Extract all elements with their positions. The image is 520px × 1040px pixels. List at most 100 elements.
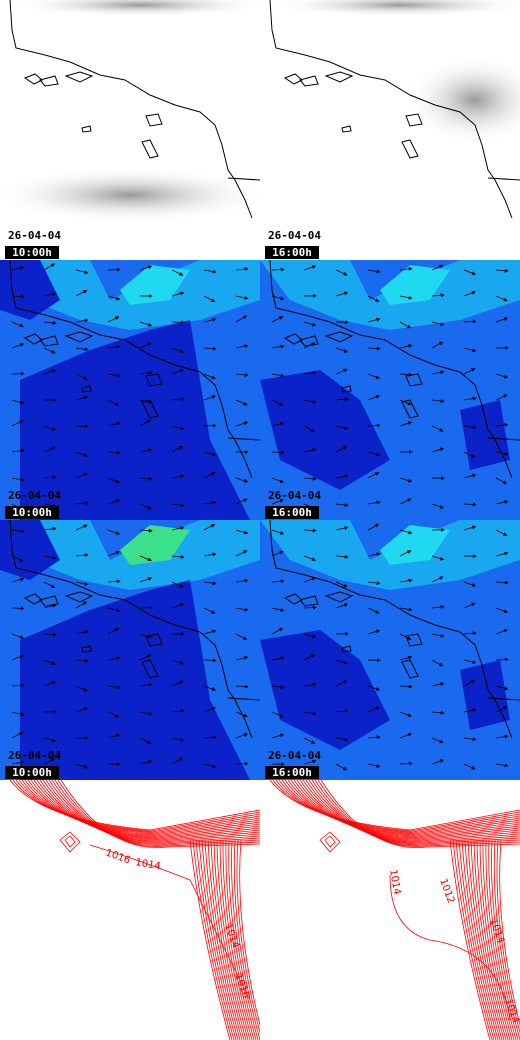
wind-arrow	[171, 581, 184, 588]
wind-arrow	[139, 682, 153, 687]
wind-arrow	[431, 682, 445, 687]
wind-arrow	[203, 472, 216, 479]
wind-arrow	[495, 317, 509, 323]
wind-arrow	[367, 735, 381, 740]
wind-arrow	[107, 579, 121, 584]
wind-arrow	[303, 759, 317, 765]
wind-arrow	[107, 733, 121, 739]
isobar	[216, 839, 249, 1040]
wind-arrow	[463, 451, 476, 458]
isobar	[470, 839, 505, 1040]
wind-arrow	[399, 266, 413, 271]
wind-arrow	[75, 524, 88, 531]
wind-arrow	[235, 498, 248, 505]
isobar	[389, 874, 511, 1021]
wind-arrow	[431, 503, 445, 509]
wind-arrow	[43, 263, 56, 271]
wind-arrow	[139, 711, 153, 716]
time-label: 10:00h	[12, 506, 52, 519]
wind-arrow	[303, 682, 317, 687]
wind-arrow	[495, 529, 508, 536]
map-panel: 26-04-04 16:00h	[260, 520, 520, 780]
wind-arrow	[367, 581, 381, 586]
wind-arrow	[303, 633, 317, 639]
wind-arrow	[11, 711, 25, 717]
panel-content	[260, 520, 520, 780]
wind-arrow	[107, 550, 120, 557]
time-label: 16:00h	[272, 766, 312, 779]
wind-arrow	[303, 448, 317, 453]
wind-arrow	[463, 763, 476, 770]
map-panel: 26-04-04 10:00h	[0, 260, 260, 520]
wind-arrow	[399, 399, 412, 406]
wind-arrow	[399, 321, 412, 329]
wind-arrow	[335, 737, 349, 742]
wind-arrow	[463, 525, 477, 531]
wind-arrow	[11, 477, 25, 482]
panel-content	[0, 520, 260, 780]
wind-arrow	[171, 503, 185, 508]
wind-arrow	[271, 421, 285, 427]
wind-arrow	[495, 394, 508, 401]
wind-arrow	[75, 318, 89, 323]
wind-arrow	[271, 498, 284, 505]
wind-arrow	[495, 657, 509, 662]
wind-arrow	[235, 295, 249, 300]
time-box	[5, 506, 59, 519]
wind-arrow	[43, 681, 57, 687]
wind-arrow	[171, 474, 185, 479]
wind-arrow	[335, 581, 348, 588]
wind-arrow	[75, 685, 88, 692]
isobar	[195, 839, 235, 1040]
wind-arrow	[11, 683, 25, 688]
wind-arrow	[11, 321, 24, 328]
wind-arrow	[495, 685, 509, 691]
isobar	[499, 839, 520, 1027]
wind-arrow	[107, 316, 120, 323]
wind-arrow	[367, 346, 381, 351]
wind-arrow	[303, 476, 317, 481]
wind-arrow	[139, 448, 153, 453]
wind-arrow	[335, 763, 348, 771]
wind-arrow	[171, 397, 185, 402]
map-panel: 26-04-04 16:00h	[260, 0, 520, 260]
wind-arrow	[107, 529, 121, 535]
isobar	[491, 839, 519, 1040]
isobar	[239, 839, 260, 1027]
wind-arrow	[235, 529, 249, 535]
calm-area	[260, 630, 390, 750]
wind-arrow	[75, 581, 89, 586]
time-label: 10:00h	[12, 766, 52, 779]
wind-arrow	[139, 321, 153, 327]
wind-arrow	[367, 552, 381, 557]
wind-arrow	[303, 321, 317, 327]
wind-arrow	[271, 711, 284, 718]
isobar	[455, 839, 495, 1040]
isobar	[192, 839, 233, 1040]
wind-arrow	[431, 370, 445, 375]
wind-arrow	[399, 633, 412, 640]
wind-arrow	[303, 605, 317, 610]
isobar	[482, 839, 513, 1040]
isobar	[476, 839, 509, 1040]
map-panel: 26-04-04 10:00h	[0, 520, 260, 780]
wind-arrow	[171, 709, 185, 714]
wind-arrow	[463, 708, 477, 713]
contour-label: 1014	[387, 869, 402, 896]
wind-arrow	[303, 265, 317, 271]
wind-arrow	[203, 269, 217, 274]
isobar	[213, 839, 247, 1040]
wind-arrow	[271, 550, 284, 557]
time-box	[5, 246, 59, 259]
wind-arrow	[43, 475, 57, 480]
wind-arrow	[303, 654, 316, 661]
wind-arrow	[463, 602, 476, 609]
wind-arrow	[271, 627, 284, 635]
wind-arrow	[171, 603, 185, 609]
panel-content	[0, 0, 260, 260]
wind-arrow	[43, 526, 57, 531]
wind-arrow	[271, 607, 285, 612]
wind-arrow	[75, 630, 89, 635]
wind-arrow	[271, 733, 285, 739]
